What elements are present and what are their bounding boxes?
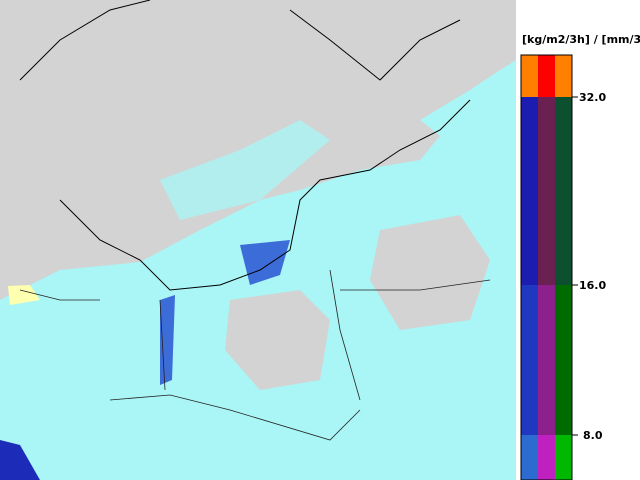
coastline (19, 0, 471, 291)
legend-title: [kg/m2/3h] / [mm/3h] (522, 33, 640, 46)
legend-tick-label: 32.0 (579, 91, 606, 104)
precip-area (420, 60, 516, 160)
heavy-precip (240, 240, 290, 285)
color-cell (521, 435, 538, 480)
color-cell (555, 285, 572, 435)
heavy-precip (0, 440, 40, 480)
legend-tick-label: 8.0 (583, 429, 603, 442)
color-cell (538, 55, 555, 97)
color-cell (555, 97, 572, 285)
color-cell (521, 285, 538, 435)
precip-area (160, 120, 330, 220)
dry-area (225, 290, 330, 390)
legend-tick-label: 16.0 (579, 279, 606, 292)
color-cell (538, 435, 555, 480)
color-cell (538, 285, 555, 435)
legend-frame (520, 54, 573, 480)
legend: [kg/m2/3h] / [mm/3h] 32.0 16.0 8.0 (516, 0, 640, 480)
color-cell (521, 97, 538, 285)
map (0, 0, 516, 480)
dry-area (370, 215, 490, 330)
color-cell (538, 97, 555, 285)
color-cell (521, 55, 538, 97)
border (19, 269, 491, 441)
light-precip (8, 285, 40, 305)
color-cell (555, 55, 572, 97)
color-cell (555, 435, 572, 480)
